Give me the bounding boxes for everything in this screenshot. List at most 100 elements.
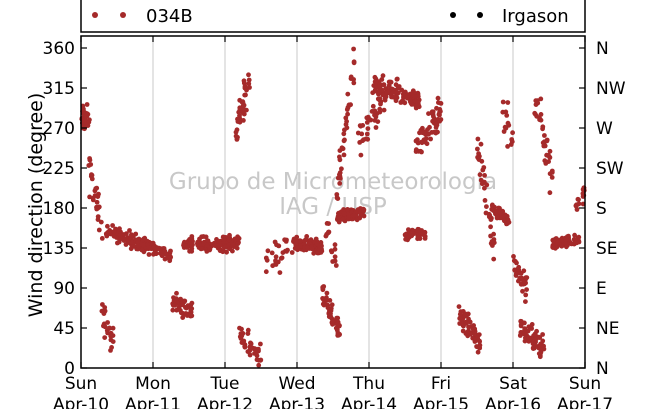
y-tick-label: 45 <box>53 319 75 339</box>
data-point <box>294 245 300 251</box>
data-point <box>373 125 379 130</box>
data-point <box>513 273 519 278</box>
data-point <box>416 235 421 241</box>
right-compass-label: SW <box>596 159 624 179</box>
data-point <box>351 60 357 66</box>
data-point <box>141 237 146 243</box>
data-point <box>320 296 325 301</box>
data-point <box>241 78 247 84</box>
data-point <box>139 247 145 253</box>
data-point <box>263 255 269 261</box>
data-point <box>523 292 529 298</box>
data-point <box>330 259 336 264</box>
data-point <box>400 98 405 104</box>
data-point <box>538 112 544 117</box>
data-point <box>534 328 539 334</box>
data-point <box>415 140 421 146</box>
data-point <box>190 242 195 248</box>
data-point <box>173 296 179 301</box>
data-point <box>478 141 484 147</box>
data-point <box>430 118 435 124</box>
data-point <box>326 229 331 235</box>
data-point <box>387 79 393 85</box>
data-point <box>372 118 378 123</box>
data-point <box>393 98 399 104</box>
data-point <box>406 227 411 233</box>
data-point <box>424 141 430 147</box>
data-point <box>124 231 129 237</box>
y-tick-label: 315 <box>43 79 75 99</box>
data-point <box>355 207 361 213</box>
data-point <box>246 81 252 87</box>
data-point <box>526 338 532 344</box>
data-point <box>511 254 516 259</box>
data-point <box>95 194 101 200</box>
x-tick-day-label: Wed <box>278 374 315 394</box>
data-point <box>546 159 551 165</box>
x-tick-day-label: Fri <box>431 374 451 394</box>
x-tick-date-label: Apr-12 <box>197 395 253 409</box>
data-point <box>368 117 374 123</box>
data-point <box>301 247 307 253</box>
data-point <box>278 256 284 261</box>
data-point <box>538 341 544 347</box>
data-point <box>377 89 382 95</box>
data-point <box>537 117 542 123</box>
data-point <box>505 144 510 149</box>
data-point <box>503 109 509 115</box>
data-point <box>402 232 408 238</box>
data-point <box>242 83 248 89</box>
data-point <box>472 339 478 344</box>
data-point <box>305 245 310 250</box>
data-point <box>146 252 152 257</box>
data-point <box>176 305 182 310</box>
data-point <box>379 77 385 82</box>
data-point <box>559 243 565 249</box>
data-point <box>467 319 473 325</box>
data-point <box>223 244 229 249</box>
data-point <box>110 325 116 331</box>
data-point <box>428 136 433 142</box>
data-point <box>361 208 366 214</box>
data-point <box>332 242 338 248</box>
data-point <box>465 311 471 317</box>
data-point <box>420 125 425 131</box>
data-point <box>391 90 397 95</box>
y-tick-label: 180 <box>43 199 75 219</box>
data-point <box>364 120 370 125</box>
data-point <box>547 190 553 196</box>
right-compass-label: E <box>596 279 607 299</box>
data-point <box>302 238 308 244</box>
data-point <box>348 74 354 80</box>
data-point <box>242 92 248 98</box>
y-tick-label: 135 <box>43 239 75 259</box>
x-tick-day-label: Sun <box>569 374 601 394</box>
data-point <box>333 263 339 268</box>
data-point <box>156 245 162 251</box>
data-point <box>354 217 360 223</box>
data-point <box>438 117 444 122</box>
data-point <box>334 326 340 332</box>
data-point <box>544 138 550 144</box>
data-point <box>489 215 494 221</box>
data-point <box>475 136 481 142</box>
right-compass-label: S <box>596 199 607 219</box>
data-point <box>237 325 242 331</box>
data-point <box>100 302 105 307</box>
data-point <box>82 126 87 132</box>
data-point <box>221 237 227 243</box>
y-tick-label: 0 <box>64 359 75 379</box>
data-point <box>540 140 546 146</box>
data-point <box>514 260 519 266</box>
data-point <box>94 185 100 191</box>
data-point <box>104 233 110 239</box>
plot-frame <box>80 35 586 369</box>
data-point <box>98 219 104 225</box>
data-point <box>158 250 164 256</box>
x-tick-date-label: Apr-16 <box>485 395 541 409</box>
data-point <box>546 154 552 160</box>
data-point <box>127 228 132 233</box>
x-tick-day-label: Sun <box>65 374 97 394</box>
